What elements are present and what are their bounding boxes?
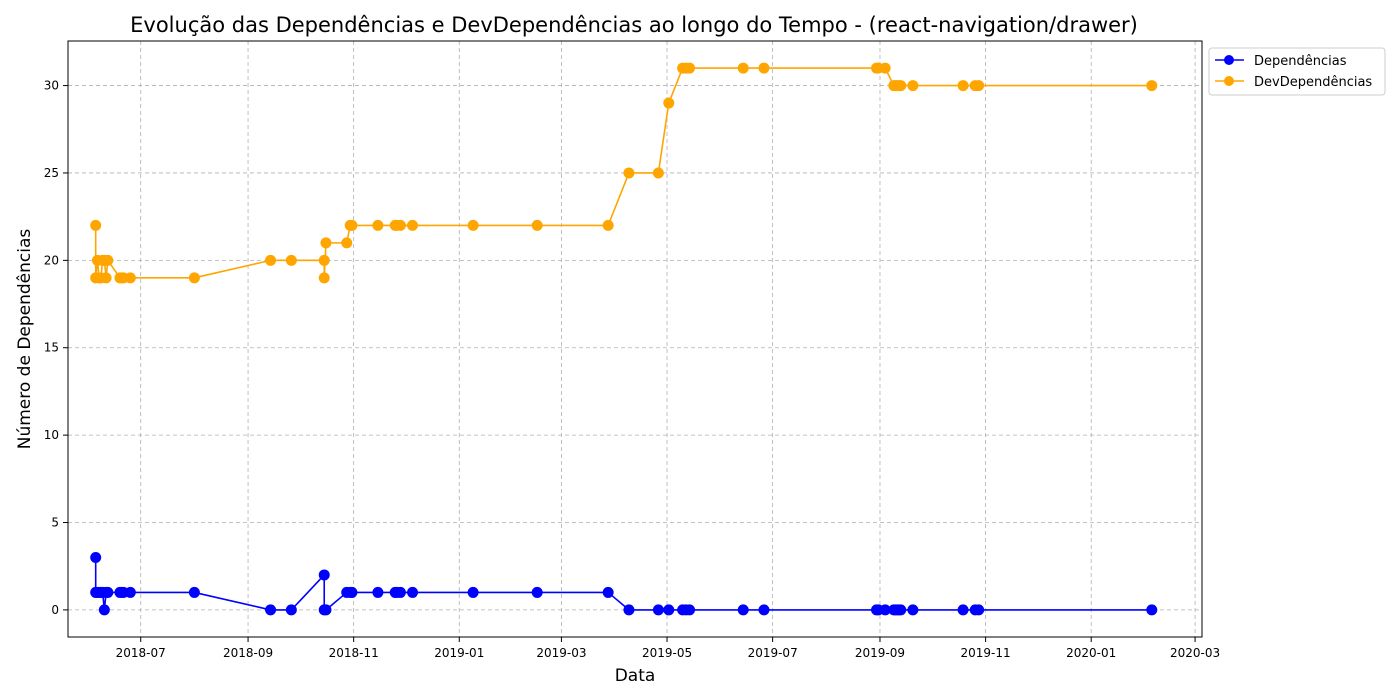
data-point-devdependencias	[737, 62, 749, 74]
data-point-devdependencias	[318, 272, 330, 284]
data-point-dependencias	[102, 586, 114, 598]
data-point-devdependencias	[341, 237, 353, 249]
x-axis: 2018-07 2018-09 2018-11 2019-01 2019-03 2019-…	[116, 637, 1220, 660]
x-tick-label: 2018-09	[223, 646, 273, 660]
data-point-dependencias	[285, 604, 297, 616]
data-point-dependencias	[98, 604, 110, 616]
data-point-devdependencias	[623, 167, 635, 179]
legend: Dependências DevDependências	[1208, 47, 1386, 96]
data-point-dependencias	[907, 604, 919, 616]
legend-box	[1208, 47, 1386, 96]
x-tick-label: 2019-11	[961, 646, 1011, 660]
data-point-devdependencias	[684, 62, 696, 74]
data-point-dependencias	[124, 586, 136, 598]
data-point-dependencias	[407, 586, 419, 598]
data-point-devdependencias	[907, 80, 919, 92]
data-point-dependencias	[737, 604, 749, 616]
x-tick-label: 2019-03	[536, 646, 586, 660]
data-point-dependencias	[90, 551, 102, 563]
data-point-dependencias	[758, 604, 770, 616]
data-point-dependencias	[973, 604, 985, 616]
chart-title: Evolução das Dependências e DevDependênc…	[130, 13, 1138, 37]
data-point-devdependencias	[973, 80, 985, 92]
x-tick-label: 2018-07	[116, 646, 166, 660]
legend-marker-dependencias	[1224, 55, 1234, 65]
data-point-dependencias	[531, 586, 543, 598]
x-tick-label: 2019-07	[748, 646, 798, 660]
data-point-dependencias	[623, 604, 635, 616]
data-point-dependencias	[879, 604, 891, 616]
legend-marker-devdependencias	[1224, 76, 1234, 86]
plot-area	[68, 41, 1202, 637]
x-tick-label: 2020-03	[1170, 646, 1220, 660]
data-point-devdependencias	[265, 254, 277, 266]
data-point-devdependencias	[602, 219, 614, 231]
data-point-dependencias	[320, 604, 332, 616]
data-point-devdependencias	[895, 80, 907, 92]
y-tick-label: 30	[44, 79, 59, 93]
data-point-devdependencias	[100, 272, 112, 284]
data-point-dependencias	[602, 586, 614, 598]
data-point-devdependencias	[124, 272, 136, 284]
data-point-devdependencias	[188, 272, 200, 284]
y-axis-label: Número de Dependências	[15, 229, 35, 450]
data-point-dependencias	[346, 586, 358, 598]
data-point-devdependencias	[879, 62, 891, 74]
data-point-devdependencias	[346, 219, 358, 231]
data-point-devdependencias	[90, 219, 102, 231]
y-tick-label: 20	[44, 253, 59, 267]
data-point-devdependencias	[652, 167, 664, 179]
data-point-devdependencias	[372, 219, 384, 231]
data-point-dependencias	[318, 569, 330, 581]
data-point-dependencias	[663, 604, 675, 616]
data-point-devdependencias	[394, 219, 406, 231]
data-point-devdependencias	[1146, 80, 1158, 92]
data-point-devdependencias	[407, 219, 419, 231]
x-tick-label: 2020-01	[1066, 646, 1116, 660]
data-point-dependencias	[684, 604, 696, 616]
y-tick-label: 10	[44, 428, 59, 442]
data-point-devdependencias	[102, 254, 114, 266]
data-point-dependencias	[265, 604, 277, 616]
x-tick-label: 2019-09	[855, 646, 905, 660]
data-point-devdependencias	[318, 254, 330, 266]
data-point-dependencias	[372, 586, 384, 598]
data-point-devdependencias	[320, 237, 332, 249]
y-tick-label: 15	[44, 341, 59, 355]
x-tick-label: 2018-11	[329, 646, 379, 660]
legend-label-devdependencias: DevDependências	[1254, 75, 1372, 90]
data-point-devdependencias	[663, 97, 675, 109]
x-tick-label: 2019-05	[642, 646, 692, 660]
data-point-dependencias	[652, 604, 664, 616]
x-axis-label: Data	[615, 666, 656, 686]
data-point-devdependencias	[758, 62, 770, 74]
y-tick-label: 25	[44, 166, 59, 180]
data-point-dependencias	[188, 586, 200, 598]
data-point-dependencias	[394, 586, 406, 598]
data-point-devdependencias	[531, 219, 543, 231]
plot-frame	[67, 40, 1203, 638]
series-layer	[90, 62, 1158, 616]
data-point-devdependencias	[957, 80, 969, 92]
series-devdependencias	[90, 62, 1158, 284]
x-tick-label: 2019-01	[434, 646, 484, 660]
y-axis: 0 5 10 15 20 25 30	[44, 79, 68, 617]
data-point-dependencias	[467, 586, 479, 598]
y-tick-label: 5	[51, 516, 59, 530]
data-point-devdependencias	[285, 254, 297, 266]
data-point-dependencias	[895, 604, 907, 616]
data-point-dependencias	[1146, 604, 1158, 616]
series-dependencias	[90, 551, 1158, 616]
data-point-devdependencias	[467, 219, 479, 231]
legend-label-dependencias: Dependências	[1254, 54, 1347, 69]
data-point-dependencias	[957, 604, 969, 616]
y-tick-label: 0	[51, 603, 59, 617]
